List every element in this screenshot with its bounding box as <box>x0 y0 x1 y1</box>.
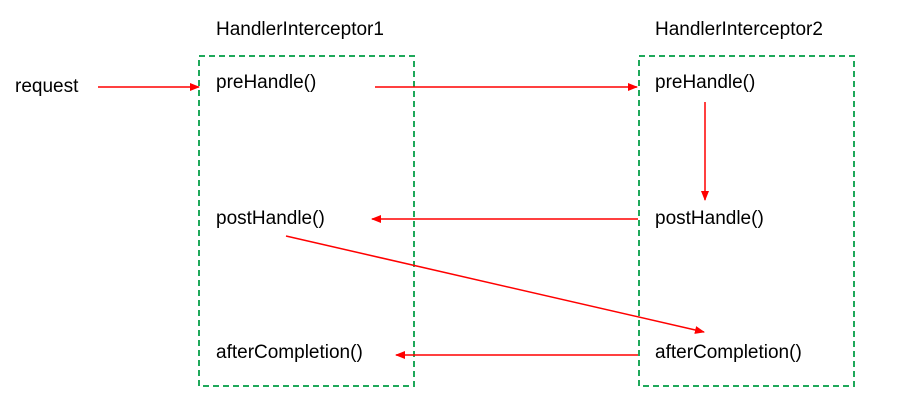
posthandle1-to-aftercompletion2-arrow <box>285 235 705 334</box>
interceptor2-title: HandlerInterceptor2 <box>655 19 823 40</box>
interceptor2-aftercompletion-label: afterCompletion() <box>655 342 802 363</box>
interceptor1-title: HandlerInterceptor1 <box>216 19 384 40</box>
interceptor2-box <box>638 55 855 387</box>
request-label: request <box>15 76 79 97</box>
interceptor1-prehandle-label: preHandle() <box>216 72 317 93</box>
interceptor2-prehandle-label: preHandle() <box>655 72 756 93</box>
interceptor1-box <box>198 55 415 387</box>
interceptor1-posthandle-label: postHandle() <box>216 208 325 229</box>
interceptor2-posthandle-label: postHandle() <box>655 208 764 229</box>
interceptor1-aftercompletion-label: afterCompletion() <box>216 342 363 363</box>
